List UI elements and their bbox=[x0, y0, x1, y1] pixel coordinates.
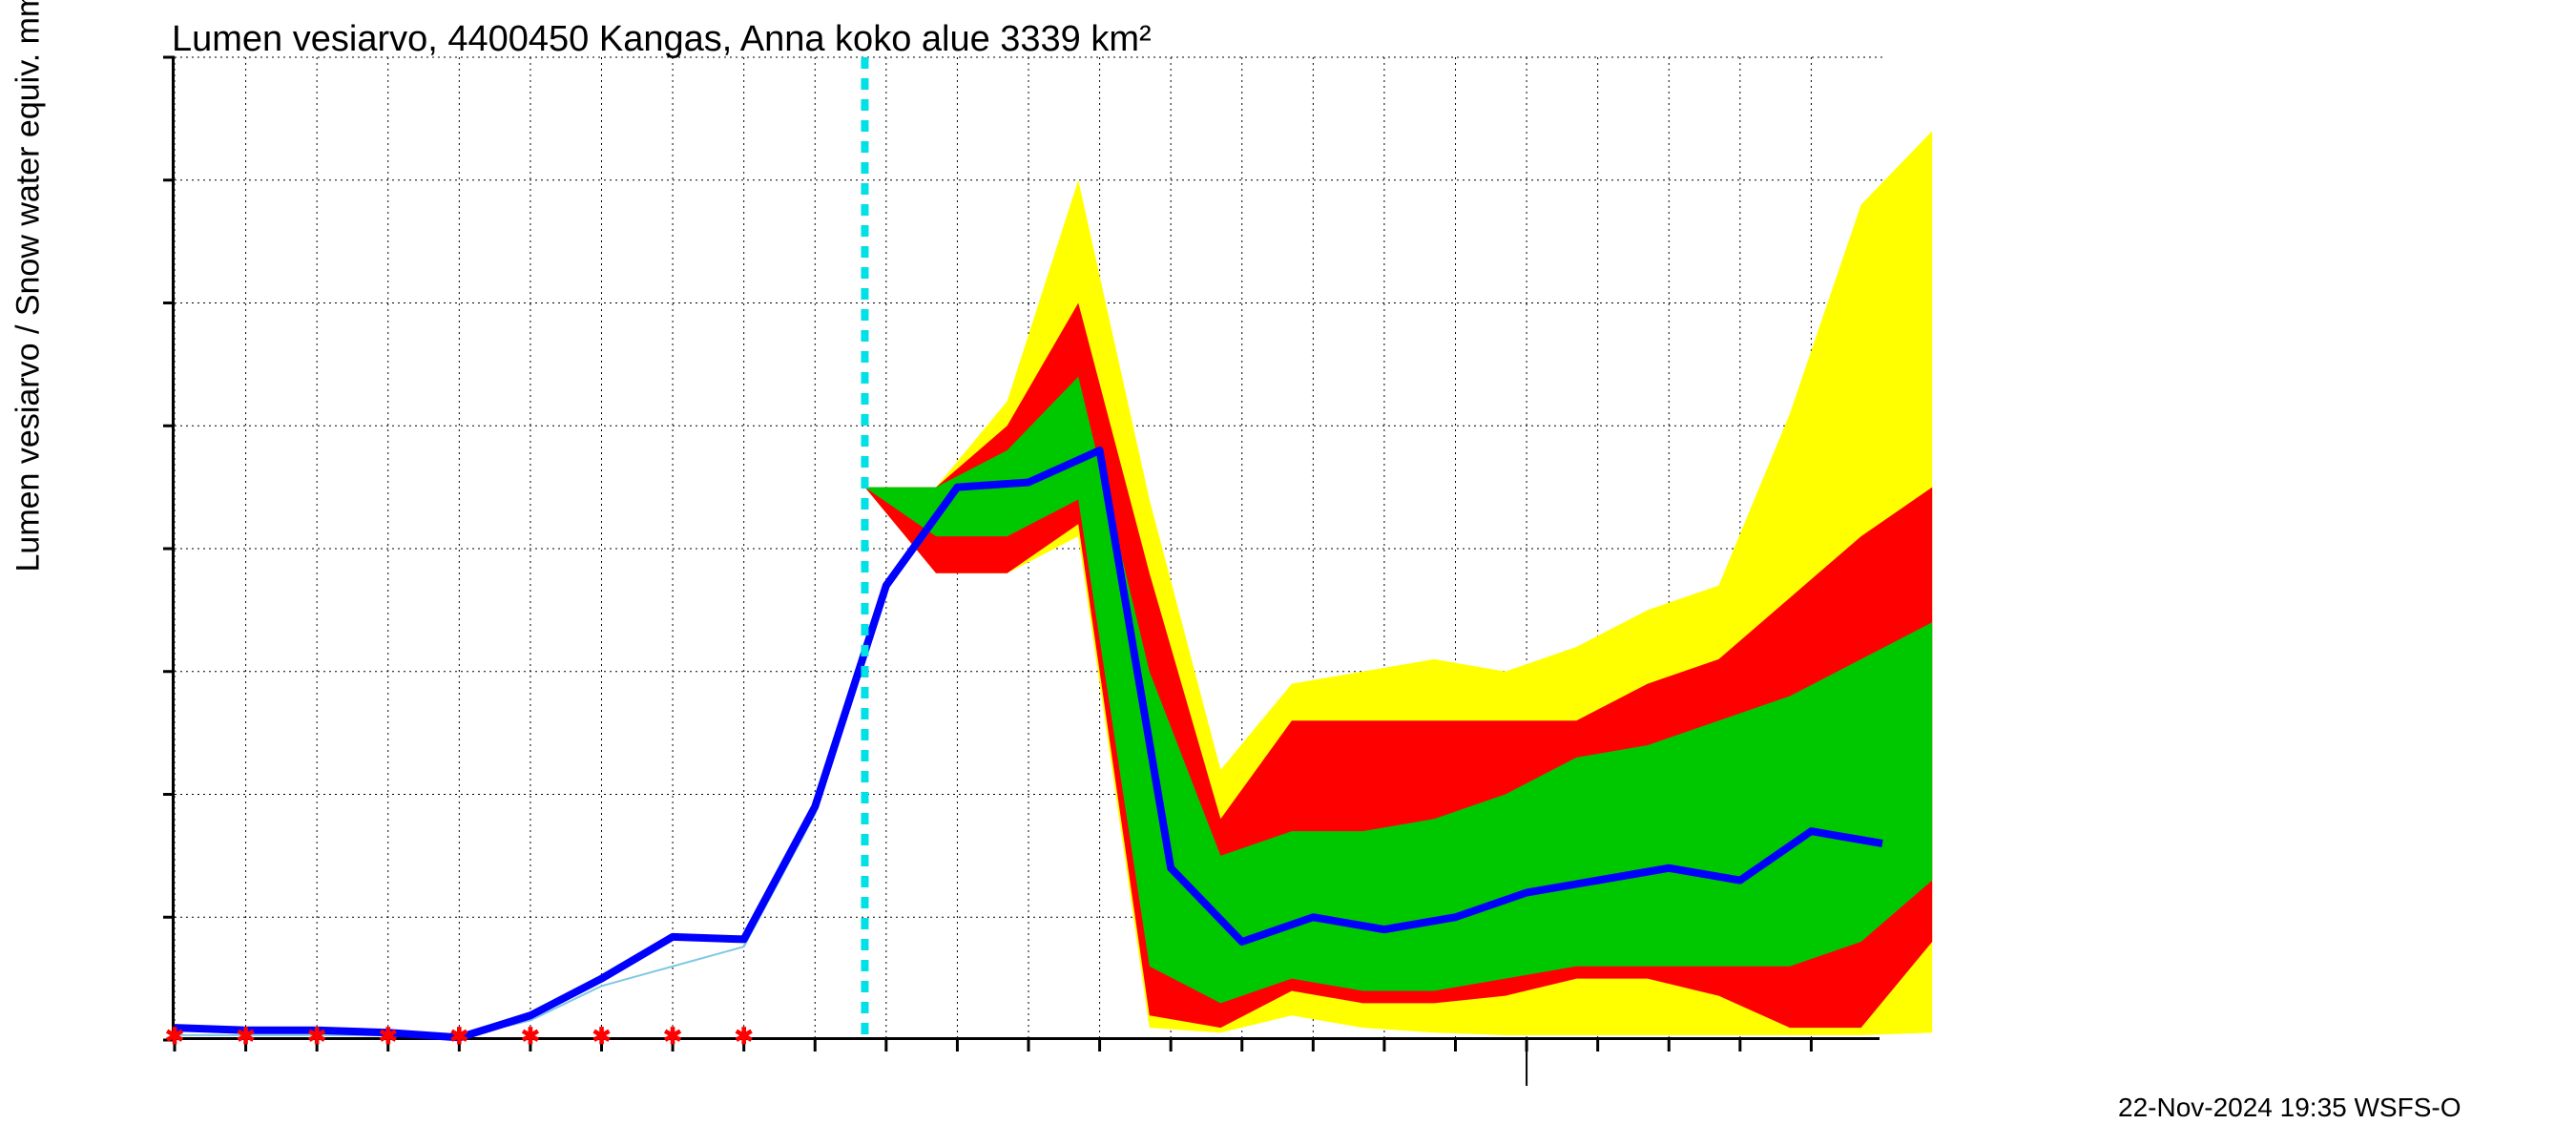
chart-container: Lumen vesiarvo, 4400450 Kangas, Anna kok… bbox=[0, 0, 2576, 1145]
svg-text:✱: ✱ bbox=[663, 1024, 682, 1050]
plot-area: ✱✱✱✱✱✱✱✱✱ bbox=[172, 57, 1880, 1040]
svg-text:✱: ✱ bbox=[307, 1024, 326, 1050]
svg-text:✱: ✱ bbox=[735, 1024, 754, 1050]
svg-text:✱: ✱ bbox=[521, 1024, 540, 1050]
chart-title: Lumen vesiarvo, 4400450 Kangas, Anna kok… bbox=[172, 19, 1152, 60]
svg-text:✱: ✱ bbox=[379, 1024, 398, 1050]
svg-text:✱: ✱ bbox=[237, 1024, 256, 1050]
svg-text:✱: ✱ bbox=[449, 1024, 468, 1050]
svg-text:✱: ✱ bbox=[165, 1024, 184, 1050]
y-axis-label: Lumen vesiarvo / Snow water equiv. mm bbox=[10, 0, 48, 572]
plot-svg: ✱✱✱✱✱✱✱✱✱ bbox=[175, 57, 1882, 1040]
footer-timestamp: 22-Nov-2024 19:35 WSFS-O bbox=[2118, 1093, 2462, 1123]
svg-text:✱: ✱ bbox=[592, 1024, 611, 1050]
